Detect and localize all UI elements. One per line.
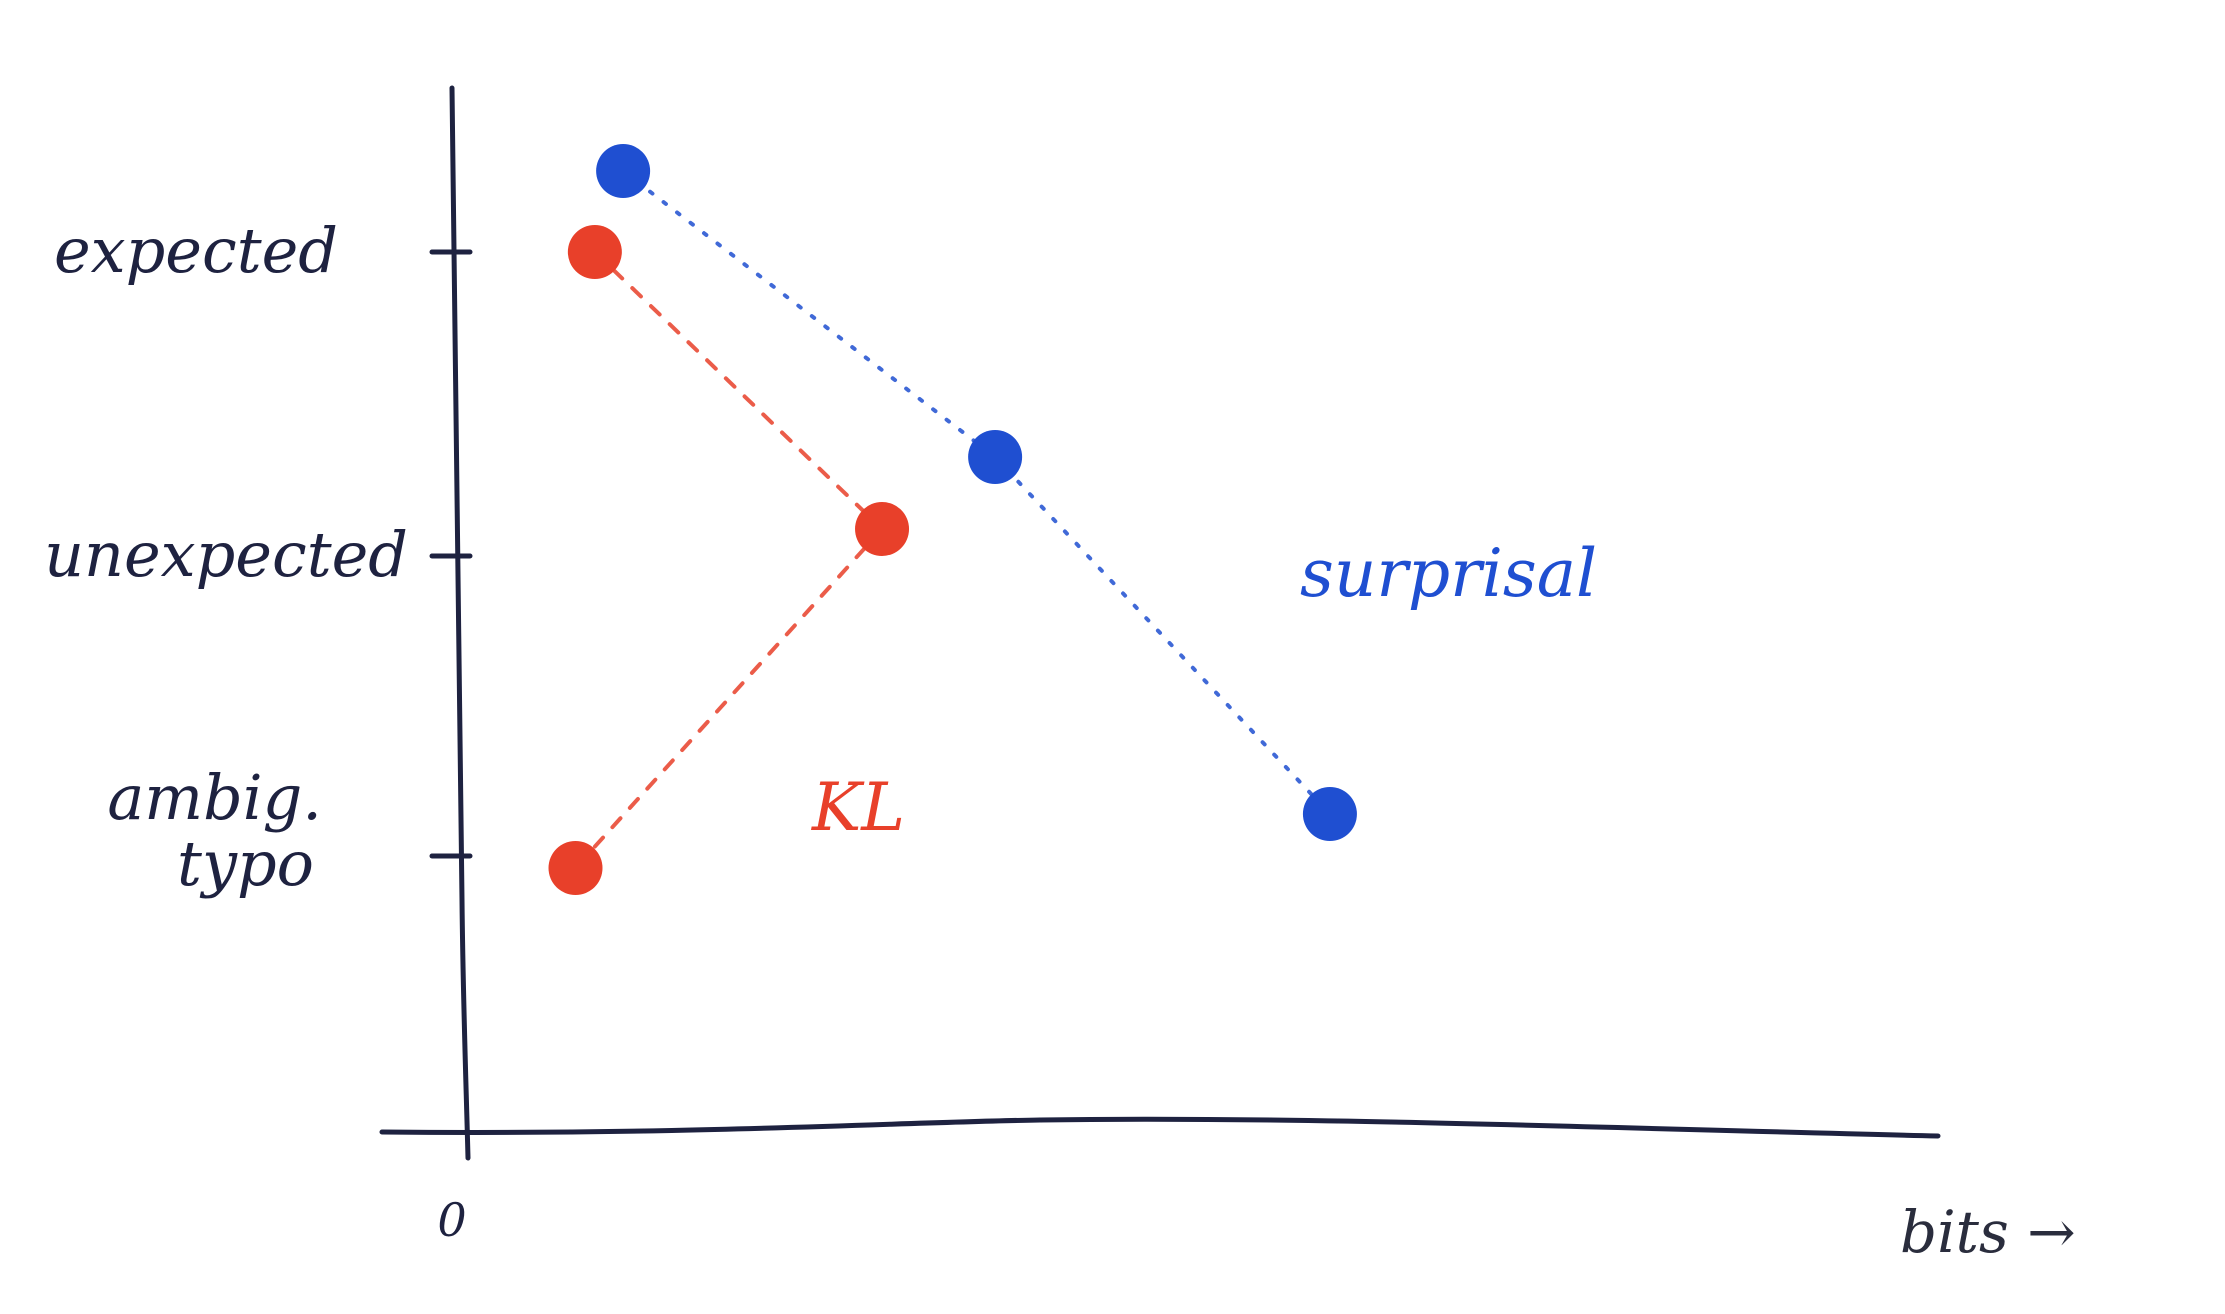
x-axis-line [379, 1116, 1941, 1139]
series-label-kl: KL [811, 769, 905, 846]
y-category-label-0-line-0: expected [54, 214, 338, 287]
y-category-label-1-line-0: unexpected [44, 518, 408, 591]
series-0-point-2 [1302, 787, 1357, 841]
axes [379, 85, 1941, 1161]
x-axis-label: bits → [1900, 1198, 2076, 1266]
series-1-segment-1 [573, 527, 885, 870]
x-tick-label-0: 0 [437, 1193, 466, 1247]
y-axis-line [449, 85, 471, 1161]
y-category-label-2-line-0: ambig. [107, 761, 322, 834]
series-0-segment-1 [993, 455, 1332, 816]
y-category-label-2-line-1: typo [177, 827, 314, 900]
series-1-point-0 [567, 225, 622, 279]
text-labels: expected unexpected ambig.typo 0 bits → su… [44, 214, 2076, 1266]
series-1-point-1 [855, 502, 910, 556]
series-0-point-0 [596, 144, 651, 198]
y-category-labels: expected unexpected ambig.typo [44, 214, 408, 900]
series-points [548, 144, 1357, 895]
series-label-surprisal: surprisal [1300, 535, 1597, 612]
series-lines [573, 169, 1332, 870]
y-tick-group [429, 249, 473, 859]
series-0-point-1 [968, 430, 1023, 484]
series-1-point-2 [548, 841, 603, 895]
series-0-segment-0 [621, 169, 998, 459]
series-1-segment-0 [592, 250, 885, 531]
